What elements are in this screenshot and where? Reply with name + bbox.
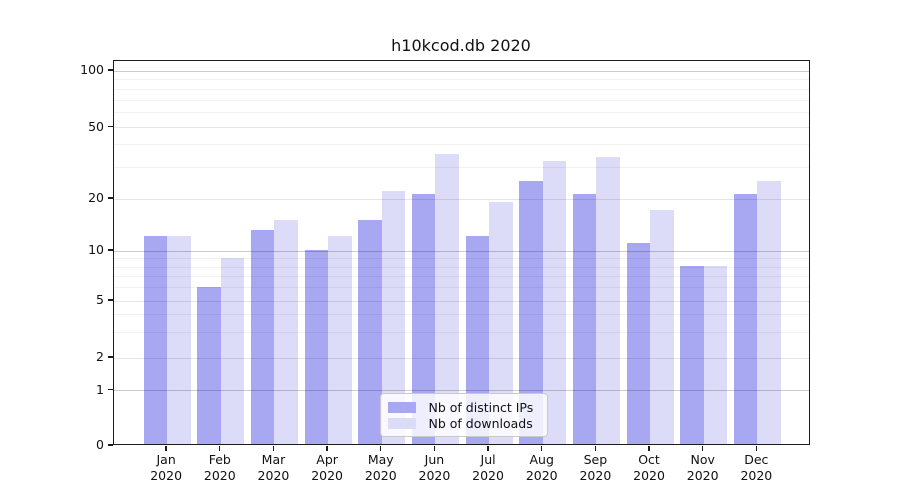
bar-downloads-jan: [167, 236, 191, 444]
y-tick-label-10: 10: [88, 242, 104, 257]
x-tick-label-nov: Nov 2020: [686, 452, 719, 483]
bar-ips-jul: [465, 236, 490, 444]
x-tick-mark-jul: [487, 446, 489, 451]
bar-downloads-jul: [489, 201, 513, 444]
bar-downloads-nov: [703, 266, 728, 444]
y-tick-mark-1: [107, 388, 113, 391]
y-tick-mark-5: [107, 299, 113, 301]
y-tick-label-1: 1: [96, 381, 104, 397]
x-tick-mark-feb: [219, 446, 221, 451]
bars-layer: [114, 61, 810, 444]
bar-ips-apr: [304, 250, 329, 444]
x-tick-label-mar: Mar 2020: [257, 452, 290, 483]
y-tick-label-0: 0: [96, 437, 104, 452]
x-tick-label-jul: Jul 2020: [472, 452, 504, 483]
bar-ips-sep: [572, 194, 597, 444]
bar-downloads-aug: [542, 161, 567, 444]
bar-ips-jun: [411, 194, 436, 444]
x-tick-label-sep: Sep 2020: [579, 452, 612, 483]
bar-downloads-feb: [220, 257, 245, 444]
x-tick-label-may: May 2020: [364, 452, 397, 483]
x-tick-label-aug: Aug 2020: [525, 452, 558, 483]
x-tick-label-oct: Oct 2020: [633, 452, 665, 483]
x-tick-label-jan: Jan 2020: [150, 452, 183, 483]
bar-downloads-apr: [328, 236, 352, 444]
y-tick-mark-10: [107, 249, 113, 251]
x-tick-mark-dec: [755, 446, 758, 451]
x-tick-mark-oct: [648, 446, 650, 451]
bar-ips-jan: [143, 236, 168, 444]
legend-label: Nb of distinct IPs: [428, 400, 534, 415]
x-tick-label-apr: Apr 2020: [311, 452, 344, 483]
x-tick-mark-apr: [326, 446, 328, 451]
legend-swatch-ips: [387, 401, 416, 414]
x-tick-mark-nov: [701, 446, 704, 451]
plot-area: Nb of distinct IPs Nb of downloads: [112, 60, 810, 445]
legend-swatch-downloads: [387, 417, 416, 430]
chart-title: h10kcod.db 2020: [391, 36, 531, 55]
x-tick-label-jun: Jun 2020: [418, 452, 451, 483]
bar-ips-aug: [519, 180, 543, 444]
y-tick-label-2: 2: [96, 349, 104, 364]
y-tick-label-50: 50: [88, 118, 104, 134]
x-tick-mark-sep: [594, 446, 597, 451]
x-tick-mark-jun: [433, 446, 436, 451]
x-tick-label-dec: Dec 2020: [740, 452, 773, 483]
legend-item-downloads: Nb of downloads: [387, 416, 539, 431]
bar-ips-mar: [250, 230, 275, 444]
y-tick-mark-0: [107, 444, 113, 446]
y-tick-mark-2: [107, 356, 113, 358]
y-tick-mark-20: [107, 197, 113, 199]
bar-ips-nov: [680, 266, 704, 444]
bar-ips-may: [358, 219, 382, 444]
legend-label: Nb of downloads: [428, 416, 533, 431]
y-tick-label-100: 100: [80, 62, 104, 77]
legend-item-ips: Nb of distinct IPs: [387, 400, 539, 415]
bar-downloads-may: [381, 190, 406, 444]
x-tick-mark-may: [380, 446, 382, 451]
y-tick-mark-100: [107, 69, 113, 71]
bar-ips-feb: [197, 286, 221, 444]
x-tick-mark-mar: [272, 446, 275, 451]
y-tick-mark-50: [107, 125, 113, 128]
x-tick-mark-aug: [541, 446, 543, 451]
bar-downloads-oct: [650, 210, 674, 444]
bar-ips-oct: [626, 242, 651, 444]
x-tick-mark-jan: [165, 446, 167, 451]
bar-downloads-jun: [435, 154, 459, 444]
bar-downloads-mar: [274, 219, 298, 444]
bar-ips-dec: [733, 194, 758, 444]
y-tick-label-20: 20: [88, 190, 104, 205]
bar-downloads-sep: [596, 156, 620, 444]
x-tick-label-feb: Feb 2020: [203, 452, 236, 483]
bar-downloads-dec: [757, 180, 781, 444]
y-tick-label-5: 5: [96, 292, 104, 307]
legend: Nb of distinct IPs Nb of downloads: [379, 393, 548, 437]
